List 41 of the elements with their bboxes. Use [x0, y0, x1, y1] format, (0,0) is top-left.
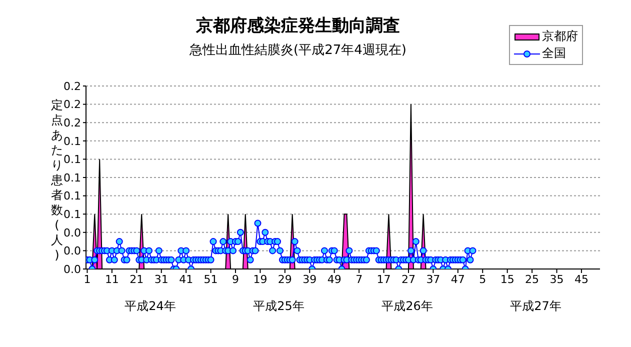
legend-label: 全国 — [542, 45, 566, 62]
x-tick-label: 11 — [104, 272, 119, 286]
x-tick-label: 27 — [401, 272, 416, 286]
y-tick-label: 0.1 — [64, 190, 81, 203]
y-tick-label: 0.1 — [64, 171, 81, 184]
x-tick-label: 31 — [154, 272, 168, 286]
x-tick-label: 15 — [500, 272, 514, 286]
x-tick-label: 19 — [253, 272, 268, 286]
x-tick-label: 9 — [232, 272, 240, 286]
x-tick-label: 5 — [479, 272, 486, 286]
text: 平成26年 — [380, 298, 434, 315]
x-tick-label: 35 — [550, 272, 564, 286]
y-tick-label: 0.0 — [64, 244, 81, 258]
y-tick-label: 0.2 — [64, 98, 81, 112]
x-tick-label: 41 — [179, 272, 194, 286]
x-tick-label: 25 — [525, 272, 540, 286]
x-tick-label: 29 — [278, 272, 292, 286]
x-tick-label: 1 — [84, 272, 91, 286]
x-tick-label: 45 — [574, 272, 588, 286]
y-tick-label: 0.1 — [64, 134, 81, 148]
legend-label: 京都府 — [542, 28, 578, 45]
text: 平成27年 — [509, 298, 562, 315]
y-tick-label: 0.0 — [64, 226, 81, 240]
x-tick-label: 39 — [302, 272, 317, 286]
x-tick-label: 37 — [426, 272, 440, 286]
text: 平成25年 — [252, 298, 306, 315]
y-tick-label: 0.2 — [64, 116, 81, 130]
text: 平成24年 — [124, 298, 177, 315]
x-tick-label: 47 — [450, 272, 465, 286]
x-tick-label: 7 — [356, 272, 363, 286]
chart-subtitle: 急性出血性結膜炎(平成27年4週現在) — [188, 42, 408, 59]
x-tick-label: 49 — [327, 272, 342, 286]
y-tick-label: 0.1 — [64, 208, 81, 222]
y-tick-label: 0.2 — [64, 80, 81, 93]
text: 定点あたり患者数(人) — [51, 98, 63, 262]
chart-title: 京都府感染症発生動向調査 — [194, 15, 401, 37]
x-tick-label: 51 — [204, 272, 218, 286]
y-tick-label: 0.0 — [64, 262, 81, 276]
x-tick-label: 21 — [130, 272, 144, 286]
y-tick-label: 0.1 — [64, 153, 81, 166]
x-tick-label: 17 — [376, 272, 391, 286]
